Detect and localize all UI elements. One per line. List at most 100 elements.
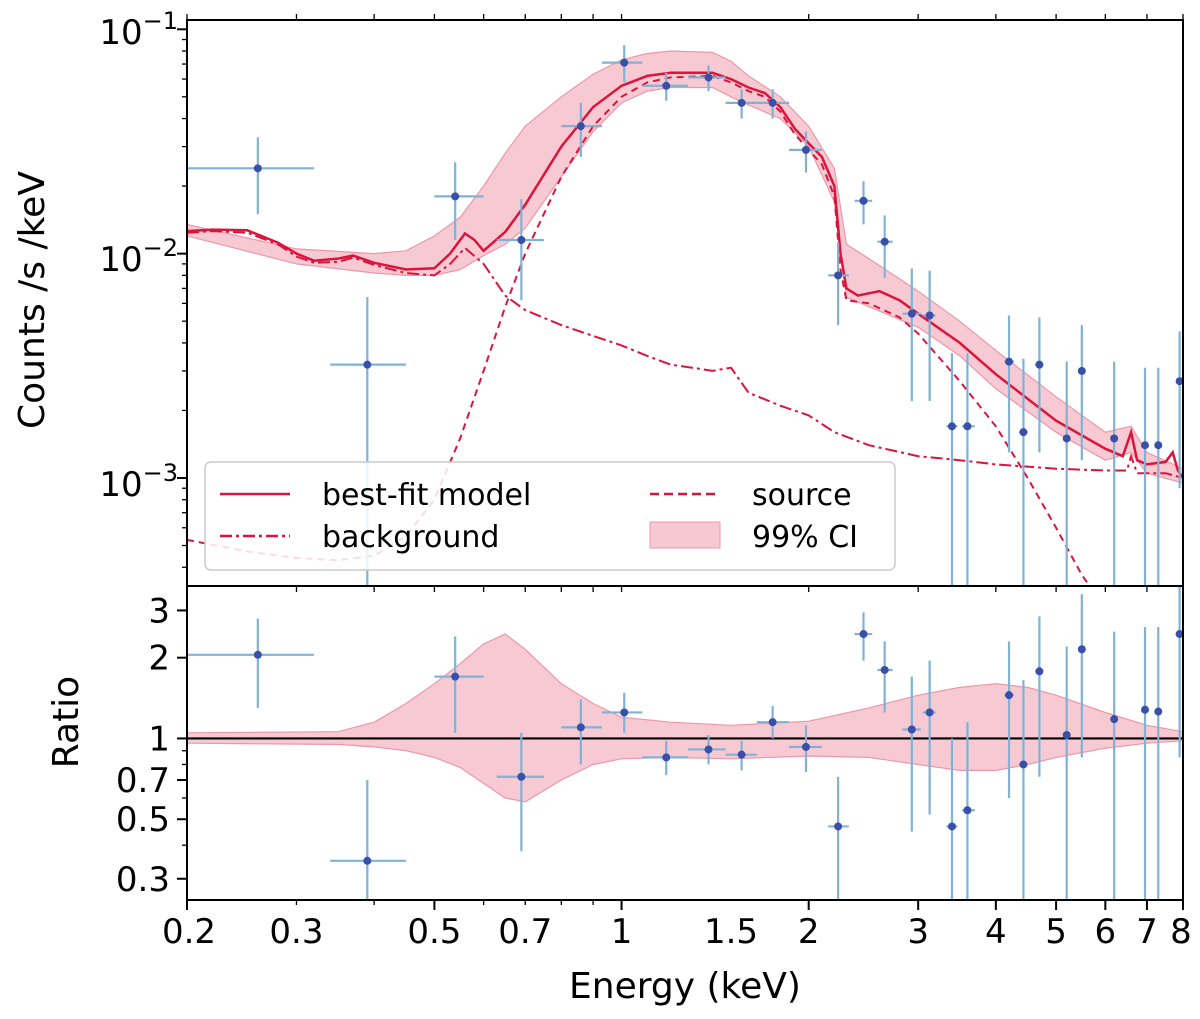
spectrum-marker [737,98,746,107]
spectrum-data-point [187,137,314,215]
ratio-data-point [1154,627,1163,900]
y-tick-label-0.001: 10−3 [99,459,178,505]
ratio-marker [1110,715,1119,724]
ratio-y-tick-label: 0.5 [116,800,170,840]
spectrum-data-point [1154,367,1163,586]
x-axis-title: Energy (keV) [569,966,801,1007]
ratio-marker [704,745,713,754]
ratio-data-point [1019,680,1028,900]
y-tick-label-0.1: 10−1 [99,7,178,53]
ratio-data-point [1110,631,1119,900]
ratio-ci-band-layer [187,633,1183,803]
ratio-data-point [828,776,849,900]
x-tick-label: 5 [1045,912,1067,952]
spectrum-marker [907,309,916,318]
ratio-marker [576,723,585,732]
ratio-marker [801,742,810,751]
spectrum-data-point [1004,315,1015,453]
ratio-marker [963,806,972,815]
spectrum-data-point [962,353,975,586]
spectrum-marker [768,98,777,107]
ratio-data-point [1062,646,1071,900]
best-fit-model-curve [187,71,1183,479]
x-tick-label: 6 [1095,912,1117,952]
ratio-marker [1077,645,1086,654]
ratio-marker [947,822,956,831]
x-tick-label: 0.2 [162,912,216,952]
ratio-marker [451,672,460,681]
spectrum-data-point [854,181,873,225]
x-tick-label: 8 [1170,912,1192,952]
ratio-y-tick-label: 3 [148,591,170,631]
ratio-marker [1141,705,1150,714]
ratio-marker [880,665,889,674]
spectrum-marker [834,271,843,280]
ratio-marker [517,772,526,781]
spectrum-marker [1110,434,1119,443]
x-tick-label: 1.5 [704,912,758,952]
spectrum-y-axis-title: Counts /s /keV [12,171,53,429]
ratio-data-point [902,676,921,832]
ratio-data-point [1141,627,1150,900]
legend-swatch-ci [649,521,721,549]
ratio-data-point [1035,616,1044,777]
spectrum-data-point [601,45,643,83]
legend-frame [204,461,896,571]
ratio-y-tick-label: 1 [148,719,170,759]
ratio-data-point [187,618,314,708]
spectrum-panel: 10−1 10−2 10−3 Counts /s /keV best-fit m… [12,7,1184,592]
spectrum-marker [963,422,972,431]
legend-label-model: best-fit model [322,478,531,513]
spectrum-marker [620,58,629,67]
ratio-data-point [756,706,790,739]
spectrum-data-point [877,215,893,278]
ratio-data-point [496,732,544,852]
spectrum-marker [947,422,956,431]
x-tick-labels: 0.2 0.3 0.5 0.7 1 1.5 2 3 4 5 6 7 8 [162,912,1192,952]
spectrum-data-point [828,242,849,326]
background-curve [187,230,1183,479]
spectrum-marker [253,164,262,173]
ratio-marker [768,718,777,727]
x-tick-label: 1 [611,912,633,952]
ratio-marker [620,708,629,717]
ratio-points-layer [187,586,1183,900]
spectrum-data-point [1175,331,1183,489]
spectrum-marker [1175,377,1183,386]
spectrum-data-point [756,89,790,119]
ratio-data-point [561,699,602,765]
ratio-marker [253,650,262,659]
ratio-data-point [725,740,757,771]
spectrum-data-point [725,89,757,119]
ratio-marker [1175,630,1183,639]
ratio-frame [186,585,1184,901]
spectrum-marker [1019,428,1028,437]
ratio-marker [925,708,934,717]
spectrum-marker [451,192,460,201]
spectrum-marker [1005,357,1014,366]
spectrum-marker [880,237,889,246]
ratio-data-point [601,692,643,733]
ratio-data-point [962,722,975,900]
spectrum-data-point [561,102,602,157]
ratio-data-point [922,660,936,815]
spectrum-data-point [1077,325,1086,461]
spectrum-data-point [688,65,726,92]
x-tick-label: 0.5 [407,912,461,952]
spectrum-data-point [1110,361,1119,586]
ratio-y-tick-label: 0.7 [116,761,170,801]
legend-label-background: background [322,520,499,555]
ratio-marker [907,725,916,734]
x-tick-label: 7 [1136,912,1158,952]
spectrum-marker [662,81,671,90]
ratio-marker [1154,707,1163,716]
spectrum-marker [925,311,934,320]
ratio-y-axis-title: Ratio [46,676,87,768]
spectrum-marker [576,122,585,131]
ratio-data-point [1077,594,1086,758]
ci-band [187,50,1183,484]
ratio-data-point [854,612,873,661]
spectrum-data-point [1062,361,1071,586]
ratio-data-point [946,738,958,900]
